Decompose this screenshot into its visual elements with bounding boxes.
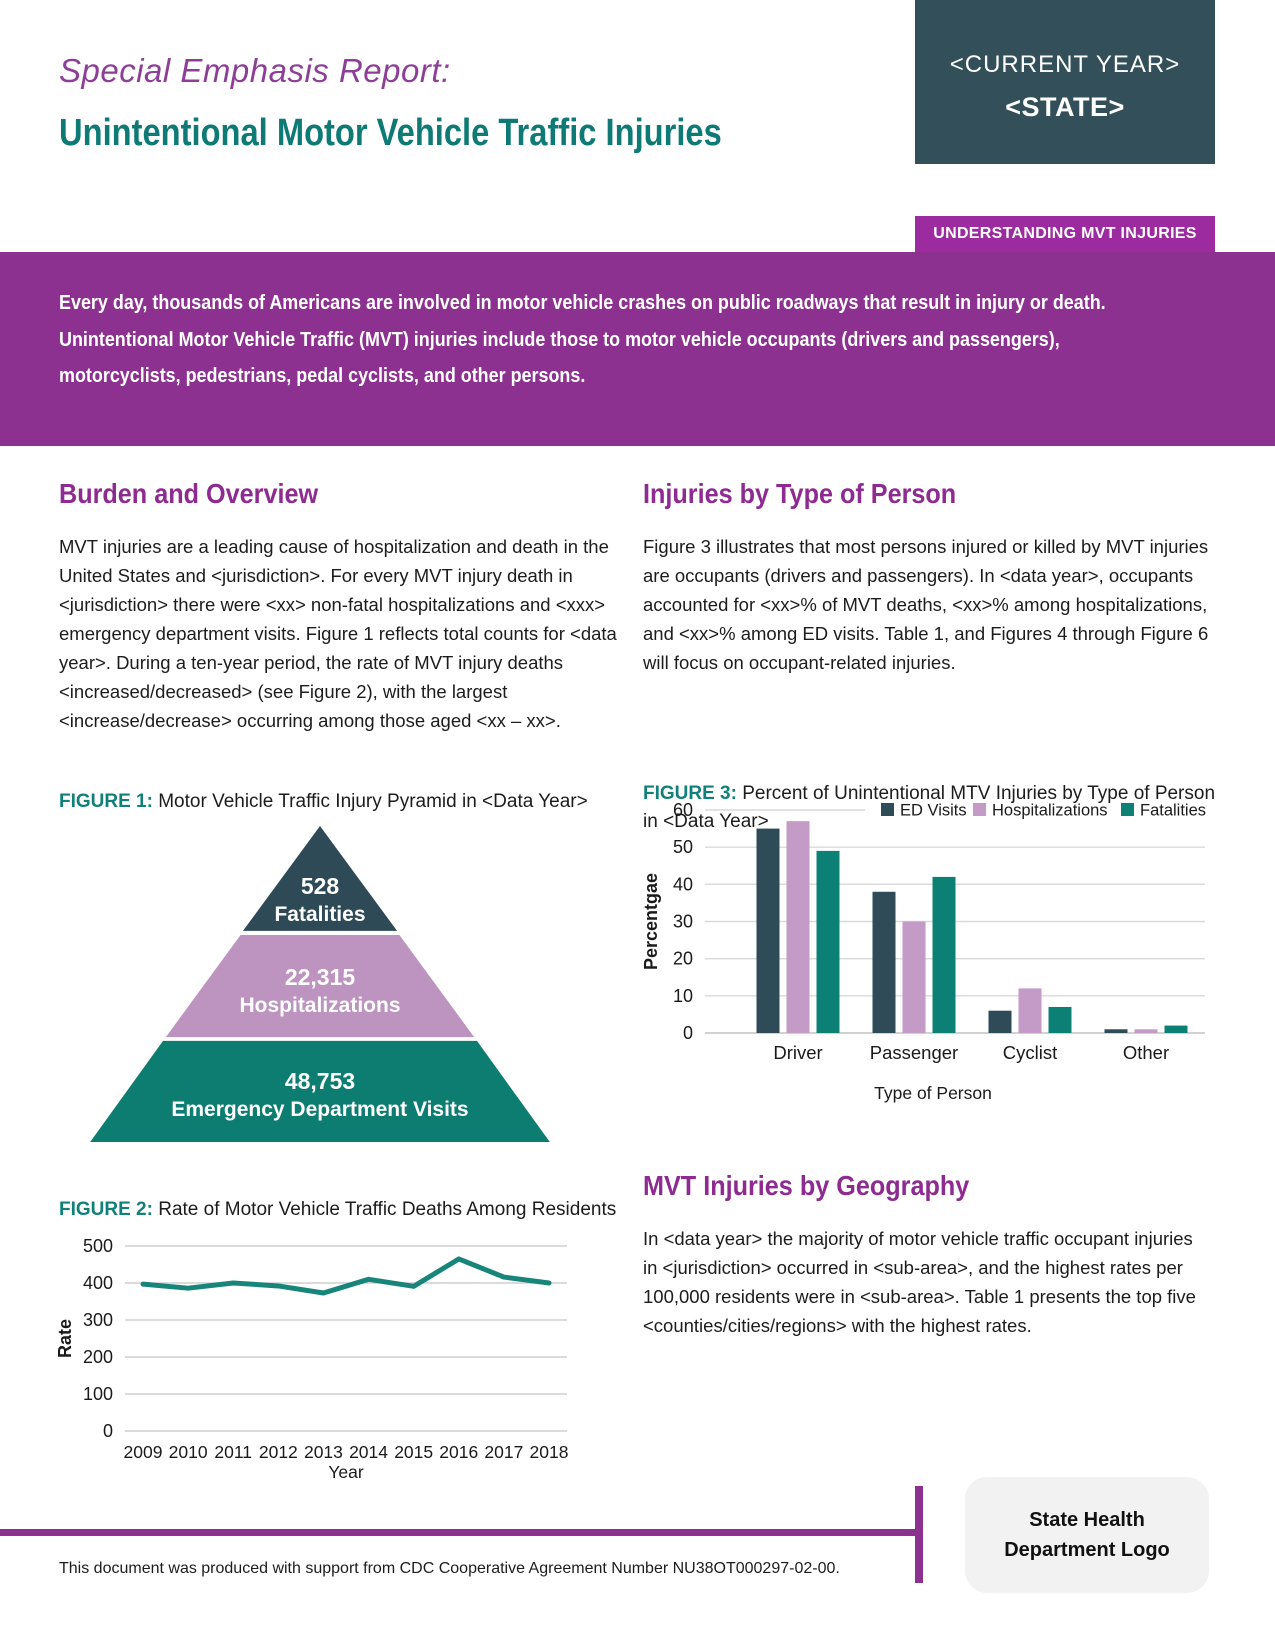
svg-text:10: 10 <box>673 986 693 1006</box>
svg-text:200: 200 <box>83 1347 113 1367</box>
type-of-person-paragraph: Figure 3 illustrates that most persons i… <box>643 536 1209 673</box>
fatalities-count: 528 <box>300 873 340 899</box>
figure3-caption-text: Percent of Unintentional MTV Injuries by… <box>643 783 1216 832</box>
svg-text:500: 500 <box>83 1236 113 1256</box>
svg-text:Year: Year <box>328 1462 364 1482</box>
svg-text:Hospitalizations: Hospitalizations <box>992 802 1108 820</box>
svg-text:60: 60 <box>673 800 693 820</box>
svg-text:2017: 2017 <box>484 1442 523 1462</box>
logo-text: State Health Department Logo <box>1004 1505 1170 1565</box>
heading-burden-and-overview: Burden and Overview <box>59 478 319 509</box>
svg-text:2013: 2013 <box>304 1442 343 1462</box>
svg-text:0: 0 <box>103 1421 113 1441</box>
current-year-placeholder: <CURRENT YEAR> <box>949 51 1181 78</box>
svg-text:Other: Other <box>1123 1042 1169 1063</box>
svg-text:2011: 2011 <box>214 1442 252 1462</box>
footer-note: This document was produced with support … <box>59 1560 840 1577</box>
svg-text:100: 100 <box>83 1384 113 1404</box>
svg-text:50: 50 <box>673 837 693 857</box>
pyramid-ed-visits-layer <box>90 1040 550 1142</box>
logo-text-line1: State Health <box>1029 1509 1145 1531</box>
ed-visits-count: 48,753 <box>284 1068 356 1094</box>
state-placeholder: <STATE> <box>1005 92 1125 122</box>
current-year-state-box: <CURRENT YEAR> <STATE> <box>915 0 1215 164</box>
heading-mvt-injuries-by-geography: MVT Injuries by Geography <box>643 1170 970 1201</box>
logo-text-line2: Department Logo <box>1004 1539 1170 1561</box>
svg-text:300: 300 <box>83 1310 113 1330</box>
figure3-caption: FIGURE 3: Percent of Unintentional MTV I… <box>643 780 1218 836</box>
injury-pyramid: 528 Fatalities 22,315 Hospitalizations 4… <box>85 826 555 1142</box>
pyramid-hospitalizations-text: 22,315 Hospitalizations <box>85 962 555 1019</box>
svg-text:ED Visits: ED Visits <box>900 802 967 820</box>
figure2-caption-text: Rate of Motor Vehicle Traffic Deaths Amo… <box>152 1199 617 1220</box>
svg-text:20: 20 <box>673 949 693 969</box>
svg-text:2014: 2014 <box>349 1442 388 1462</box>
figure3-label: FIGURE 3: <box>643 783 737 804</box>
svg-text:400: 400 <box>83 1273 113 1293</box>
report-kicker: Special Emphasis Report: <box>59 52 451 89</box>
svg-text:2009: 2009 <box>124 1442 163 1462</box>
svg-text:Rate: Rate <box>55 1319 75 1358</box>
svg-text:2015: 2015 <box>394 1442 433 1462</box>
pyramid-ed-visits-text: 48,753 Emergency Department Visits <box>85 1066 555 1123</box>
figure2-caption: FIGURE 2: Rate of Motor Vehicle Traffic … <box>59 1196 619 1224</box>
state-health-department-logo: State Health Department Logo <box>965 1477 1209 1593</box>
svg-text:Passenger: Passenger <box>870 1042 958 1063</box>
intro-banner-text: Every day, thousands of Americans are in… <box>59 291 1106 387</box>
footer-divider <box>0 1529 922 1536</box>
heading-injuries-by-type-of-person: Injuries by Type of Person <box>643 478 957 509</box>
figure3-bar-chart: 0 10 20 30 40 50 60 Percentgae Driver Passenger Cy… <box>641 795 1223 1115</box>
figure1-label: FIGURE 1: <box>59 791 153 812</box>
figure2-label: FIGURE 2: <box>59 1199 153 1220</box>
pyramid-fatalities-text: 528 Fatalities <box>85 871 555 928</box>
intro-banner: Every day, thousands of Americans are in… <box>0 252 1275 446</box>
svg-text:0: 0 <box>683 1023 693 1043</box>
svg-text:Driver: Driver <box>773 1042 822 1063</box>
hospitalizations-label: Hospitalizations <box>239 994 401 1017</box>
svg-text:2016: 2016 <box>439 1442 478 1462</box>
figure2-line-chart: 0 100 200 300 400 500 2009 2010 2011 2012 2013 2014… <box>55 1228 575 1498</box>
svg-text:40: 40 <box>673 874 693 894</box>
page-title: Unintentional Motor Vehicle Traffic Inju… <box>59 112 722 154</box>
svg-text:2010: 2010 <box>169 1442 208 1462</box>
geography-paragraph: In <data year> the majority of motor veh… <box>643 1228 1196 1336</box>
svg-text:30: 30 <box>673 912 693 932</box>
svg-text:Type of Person: Type of Person <box>874 1083 992 1103</box>
svg-text:Cyclist: Cyclist <box>1003 1042 1057 1063</box>
figure1-caption-text: Motor Vehicle Traffic Injury Pyramid in … <box>152 791 588 812</box>
svg-text:Fatalities: Fatalities <box>1140 802 1206 820</box>
hospitalizations-count: 22,315 <box>284 964 356 990</box>
svg-text:Percentgae: Percentgae <box>643 873 661 970</box>
figure1-caption: FIGURE 1: Motor Vehicle Traffic Injury P… <box>59 788 619 816</box>
svg-text:2012: 2012 <box>259 1442 298 1462</box>
ed-visits-label: Emergency Department Visits <box>171 1098 469 1121</box>
footer-vertical-bar <box>915 1486 923 1583</box>
burden-paragraph: MVT injuries are a leading cause of hosp… <box>59 536 617 731</box>
fatalities-label: Fatalities <box>274 903 366 926</box>
svg-text:2018: 2018 <box>530 1442 569 1462</box>
understanding-mvt-injuries-tag: UNDERSTANDING MVT INJURIES <box>915 216 1215 252</box>
